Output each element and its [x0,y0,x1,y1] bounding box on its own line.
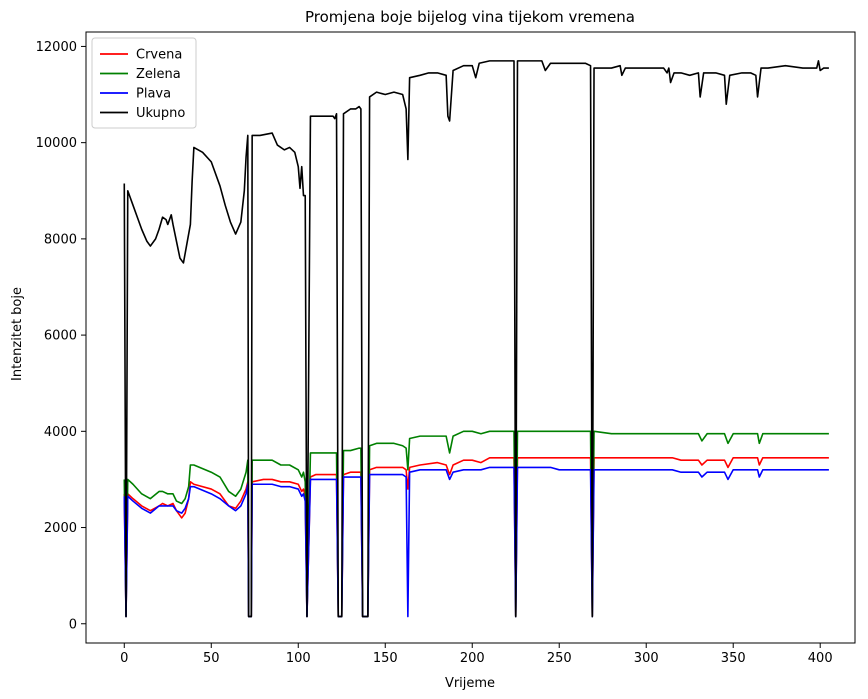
y-tick-label: 8000 [44,232,77,247]
chart-title: Promjena boje bijelog vina tijekom vreme… [305,8,635,26]
y-tick-label: 6000 [44,329,77,344]
legend: Crvena Zelena Plava Ukupno [91,37,197,129]
legend-box [91,37,197,129]
series-line-zelena [123,430,829,618]
x-tick-label: 300 [634,651,659,666]
x-tick-label: 350 [721,651,746,666]
y-tick-label: 12000 [36,40,77,55]
x-tick-label: 200 [460,651,485,666]
x-axis-label: Vrijeme [445,676,495,691]
legend-label-zelena: Zelena [136,67,181,82]
y-tick-label: 10000 [36,136,77,151]
x-tick-label: 0 [120,651,128,666]
legend-label-ukupno: Ukupno [136,106,185,121]
x-tick-label: 400 [808,651,833,666]
series-line-crvena [123,456,829,618]
plot-area-frame [85,31,856,644]
y-tick-label: 2000 [44,521,77,536]
y-axis-label: Intenzitet boje [10,287,25,381]
y-axis: 0 2000 4000 6000 8000 10000 12000 [36,40,86,632]
legend-label-plava: Plava [136,87,171,102]
x-tick-label: 250 [547,651,572,666]
y-tick-label: 4000 [44,425,77,440]
x-tick-label: 150 [373,651,398,666]
series-layer [123,60,829,618]
y-tick-label: 0 [69,617,77,632]
x-tick-label: 50 [203,651,220,666]
legend-label-crvena: Crvena [136,48,182,63]
series-line-ukupno [123,60,829,618]
series-line-plava [123,466,829,618]
x-tick-label: 100 [286,651,311,666]
x-axis: 0 50 100 150 200 250 300 350 400 [120,643,833,666]
